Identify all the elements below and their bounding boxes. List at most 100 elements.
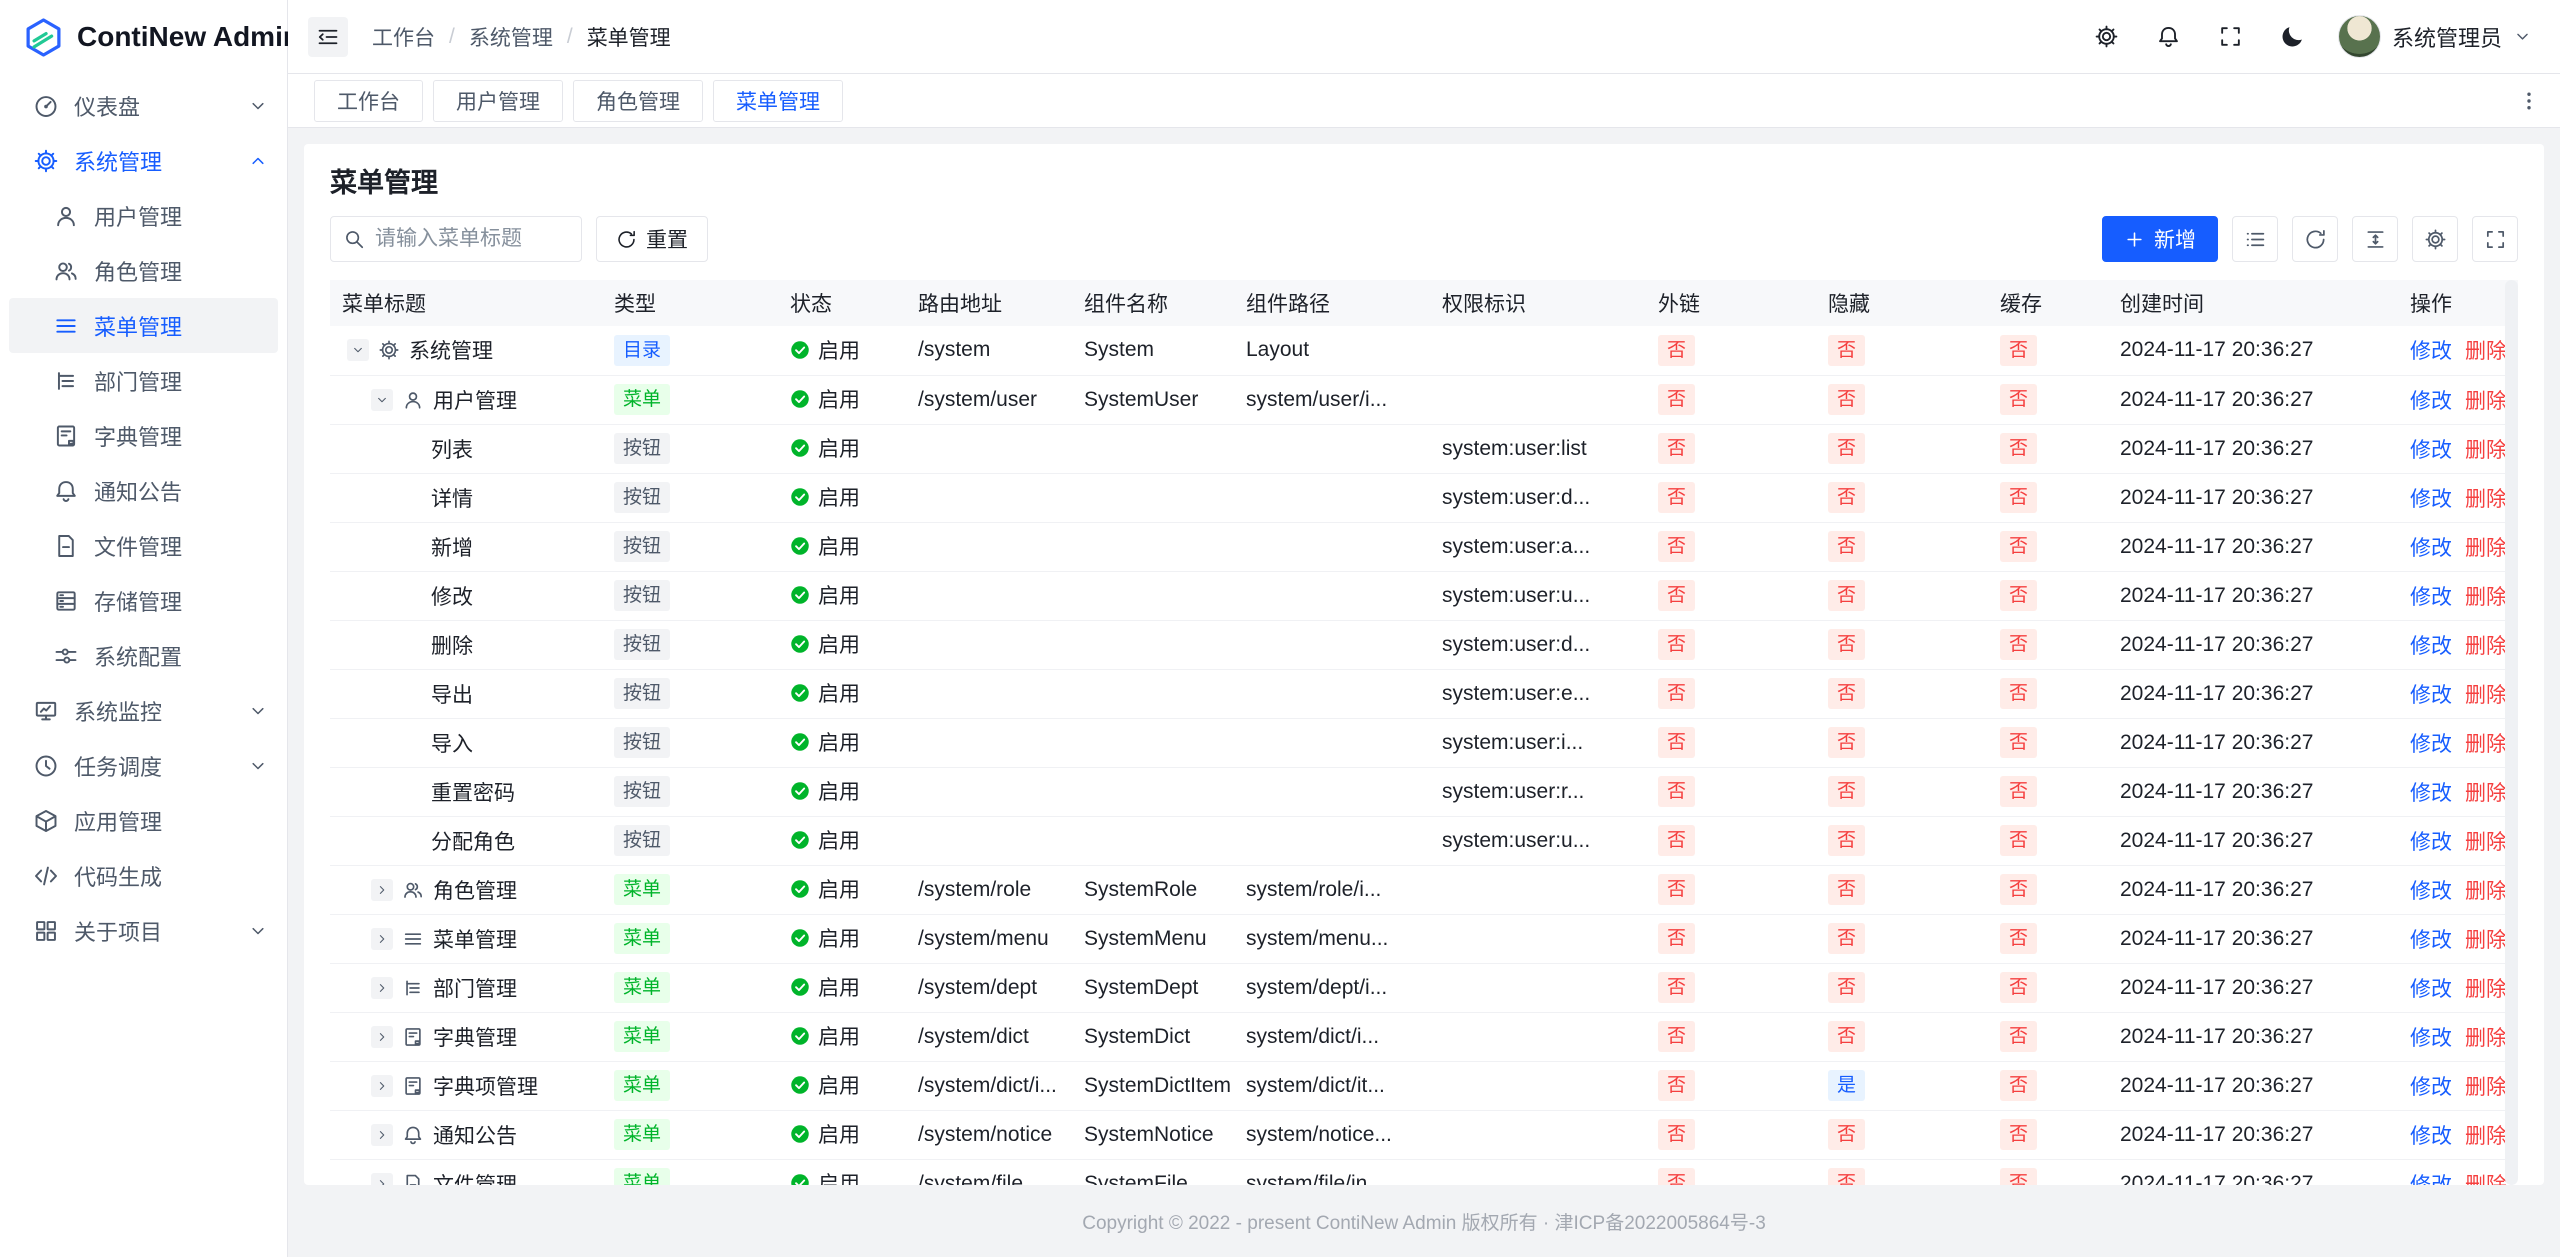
settings-gear-icon[interactable] (2090, 20, 2124, 54)
sidebar-collapse-button[interactable] (308, 16, 348, 57)
edit-link[interactable]: 修改 (2410, 977, 2452, 1001)
refresh-table-button[interactable] (2292, 216, 2338, 262)
menu-title: 部门管理 (433, 977, 517, 1001)
sidebar-item-label: 文件管理 (94, 534, 183, 560)
expand-list-button[interactable] (2232, 216, 2278, 262)
delete-link[interactable]: 删除 (2465, 340, 2507, 364)
column-settings-button[interactable] (2412, 216, 2458, 262)
menu-title: 列表 (431, 438, 473, 462)
expand-row-button[interactable] (371, 878, 393, 901)
user-name: 系统管理员 (2391, 25, 2502, 51)
delete-link[interactable]: 删除 (2465, 1173, 2507, 1186)
status-badge: 启用 (790, 727, 860, 757)
created-time-cell: 2024-11-17 20:36:27 (2108, 571, 2398, 621)
edit-link[interactable]: 修改 (2410, 732, 2452, 756)
table-scrollbar[interactable] (2505, 280, 2518, 1185)
edit-link[interactable]: 修改 (2410, 781, 2452, 805)
dark-mode-moon-icon[interactable] (2276, 20, 2310, 54)
edit-link[interactable]: 修改 (2410, 928, 2452, 952)
breadcrumb-item[interactable]: 菜单管理 (586, 26, 671, 50)
edit-link[interactable]: 修改 (2410, 585, 2452, 609)
delete-link[interactable]: 删除 (2465, 1124, 2507, 1148)
edit-link[interactable]: 修改 (2410, 683, 2452, 707)
sidebar-item-storage[interactable]: 存储管理 (9, 573, 278, 628)
delete-link[interactable]: 删除 (2465, 487, 2507, 511)
delete-link[interactable]: 删除 (2465, 634, 2507, 658)
edit-link[interactable]: 修改 (2410, 879, 2452, 903)
collapse-row-button[interactable] (371, 388, 393, 411)
expand-row-button[interactable] (371, 976, 393, 999)
sidebar-item-codegen[interactable]: 代码生成 (9, 848, 278, 903)
edit-link[interactable]: 修改 (2410, 634, 2452, 658)
delete-link[interactable]: 删除 (2465, 536, 2507, 560)
tab-menu[interactable]: 菜单管理 (713, 79, 843, 122)
notification-bell-icon[interactable] (2152, 20, 2186, 54)
delete-link[interactable]: 删除 (2465, 879, 2507, 903)
expand-row-button[interactable] (371, 1172, 393, 1185)
sidebar-item-menu[interactable]: 菜单管理 (9, 298, 278, 353)
created-time-cell: 2024-11-17 20:36:27 (2108, 424, 2398, 474)
row-height-button[interactable] (2352, 216, 2398, 262)
sidebar-item-label: 系统配置 (94, 644, 183, 670)
sidebar-item-user[interactable]: 用户管理 (9, 188, 278, 243)
external-cell: 否 (1646, 1159, 1816, 1185)
delete-link[interactable]: 删除 (2465, 977, 2507, 1001)
delete-link[interactable]: 删除 (2465, 1075, 2507, 1099)
expand-row-button[interactable] (371, 927, 393, 950)
expand-row-button[interactable] (371, 1123, 393, 1146)
search-input[interactable] (375, 227, 569, 251)
edit-link[interactable]: 修改 (2410, 438, 2452, 462)
edit-link[interactable]: 修改 (2410, 340, 2452, 364)
breadcrumb-item[interactable]: 工作台 (372, 26, 435, 50)
delete-link[interactable]: 删除 (2465, 928, 2507, 952)
delete-link[interactable]: 删除 (2465, 585, 2507, 609)
component-name-cell (1072, 424, 1234, 474)
collapse-row-button[interactable] (347, 339, 369, 362)
table-fullscreen-button[interactable] (2472, 216, 2518, 262)
edit-link[interactable]: 修改 (2410, 1173, 2452, 1186)
sidebar-item-notice[interactable]: 通知公告 (9, 463, 278, 518)
fullscreen-toggle-icon[interactable] (2214, 20, 2248, 54)
table-row: 修改 按钮 启用 system:user:u... 否 否 否 2024-11-17 20:3… (330, 571, 2518, 621)
edit-link[interactable]: 修改 (2410, 1026, 2452, 1050)
sidebar-item-file[interactable]: 文件管理 (9, 518, 278, 573)
expand-row-button[interactable] (371, 1025, 393, 1048)
tab-role[interactable]: 角色管理 (573, 79, 703, 122)
tab-workbench[interactable]: 工作台 (314, 79, 423, 122)
sidebar-item-schedule[interactable]: 任务调度 (9, 738, 278, 793)
delete-link[interactable]: 删除 (2465, 389, 2507, 413)
user-menu[interactable]: 系统管理员 (2337, 15, 2532, 58)
delete-link[interactable]: 删除 (2465, 781, 2507, 805)
edit-link[interactable]: 修改 (2410, 536, 2452, 560)
breadcrumb-item[interactable]: 系统管理 (468, 26, 553, 50)
sidebar-item-apps[interactable]: 应用管理 (9, 793, 278, 848)
main-content: 菜单管理 重置 新增 (288, 128, 2560, 1257)
sidebar-item-system[interactable]: 系统管理 (9, 133, 278, 188)
edit-link[interactable]: 修改 (2410, 1075, 2452, 1099)
edit-link[interactable]: 修改 (2410, 830, 2452, 854)
sidebar-item-dashboard[interactable]: 仪表盘 (9, 78, 278, 133)
add-button[interactable]: 新增 (2102, 216, 2218, 262)
edit-link[interactable]: 修改 (2410, 487, 2452, 511)
reset-button[interactable]: 重置 (596, 216, 708, 262)
sidebar-item-about[interactable]: 关于项目 (9, 903, 278, 958)
tab-user[interactable]: 用户管理 (433, 79, 563, 122)
edit-link[interactable]: 修改 (2410, 1124, 2452, 1148)
delete-link[interactable]: 删除 (2465, 438, 2507, 462)
sidebar-item-config[interactable]: 系统配置 (9, 628, 278, 683)
delete-link[interactable]: 删除 (2465, 1026, 2507, 1050)
sidebar-item-dept[interactable]: 部门管理 (9, 353, 278, 408)
edit-link[interactable]: 修改 (2410, 389, 2452, 413)
sidebar-item-monitor[interactable]: 系统监控 (9, 683, 278, 738)
expand-row-button[interactable] (371, 1074, 393, 1097)
sidebar-item-role[interactable]: 角色管理 (9, 243, 278, 298)
delete-link[interactable]: 删除 (2465, 830, 2507, 854)
table-row: 通知公告 菜单 启用/system/notice SystemNotice system… (330, 1110, 2518, 1160)
sidebar-item-dict[interactable]: 字典管理 (9, 408, 278, 463)
menu-title: 新增 (431, 536, 473, 560)
delete-link[interactable]: 删除 (2465, 683, 2507, 707)
check-circle-icon (790, 1124, 810, 1144)
delete-link[interactable]: 删除 (2465, 732, 2507, 756)
tabs-more-button[interactable] (2514, 86, 2544, 116)
